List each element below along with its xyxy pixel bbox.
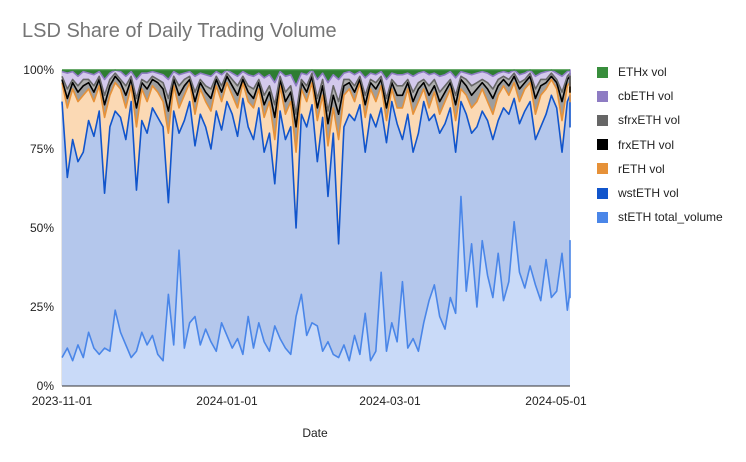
y-tick-label: 100% bbox=[23, 63, 54, 77]
legend-item[interactable]: rETH vol bbox=[597, 157, 723, 181]
legend-label: sfrxETH vol bbox=[618, 113, 681, 128]
series-line bbox=[61, 195, 571, 362]
series-area bbox=[62, 95, 570, 361]
legend-swatch bbox=[597, 139, 608, 151]
legend: ETHx vol cbETH vol sfrxETH vol frxETH vo… bbox=[597, 60, 723, 229]
series-line bbox=[61, 69, 571, 87]
legend-item[interactable]: ETHx vol bbox=[597, 60, 723, 84]
legend-swatch bbox=[597, 163, 608, 175]
legend-item[interactable]: frxETH vol bbox=[597, 133, 723, 157]
x-axis-title: Date bbox=[302, 426, 328, 440]
legend-label: ETHx vol bbox=[618, 65, 667, 80]
y-tick-label: 75% bbox=[29, 142, 54, 156]
series-line bbox=[61, 78, 571, 153]
legend-swatch bbox=[597, 211, 608, 223]
series-area bbox=[62, 70, 570, 86]
series-area bbox=[62, 196, 570, 386]
legend-label: frxETH vol bbox=[618, 137, 675, 152]
legend-label: wstETH vol bbox=[618, 186, 679, 201]
legend-item[interactable]: cbETH vol bbox=[597, 84, 723, 108]
x-tick-label: 2023-11-01 bbox=[31, 394, 93, 408]
y-tick-label: 50% bbox=[29, 221, 54, 235]
series-line bbox=[61, 75, 571, 128]
legend-label: stETH total_volume bbox=[618, 210, 723, 225]
series-line bbox=[61, 94, 571, 245]
legend-swatch bbox=[597, 187, 608, 199]
y-tick-label: 25% bbox=[29, 300, 54, 314]
legend-item[interactable]: stETH total_volume bbox=[597, 205, 723, 229]
legend-label: rETH vol bbox=[618, 161, 665, 176]
legend-swatch bbox=[597, 114, 608, 126]
series-area bbox=[62, 79, 570, 244]
legend-swatch bbox=[597, 90, 608, 102]
chart-title: LSD Share of Daily Trading Volume bbox=[22, 20, 337, 42]
x-tick-label: 2024-05-01 bbox=[525, 394, 587, 408]
legend-item[interactable]: wstETH vol bbox=[597, 181, 723, 205]
series-line bbox=[61, 72, 571, 116]
x-tick-label: 2024-03-01 bbox=[359, 394, 421, 408]
series-area bbox=[62, 76, 570, 153]
y-tick-label: 0% bbox=[36, 379, 54, 393]
x-tick-label: 2024-01-01 bbox=[196, 394, 258, 408]
legend-item[interactable]: sfrxETH vol bbox=[597, 108, 723, 132]
series-lines bbox=[61, 69, 571, 362]
legend-label: cbETH vol bbox=[618, 89, 674, 104]
legend-swatch bbox=[597, 66, 608, 78]
